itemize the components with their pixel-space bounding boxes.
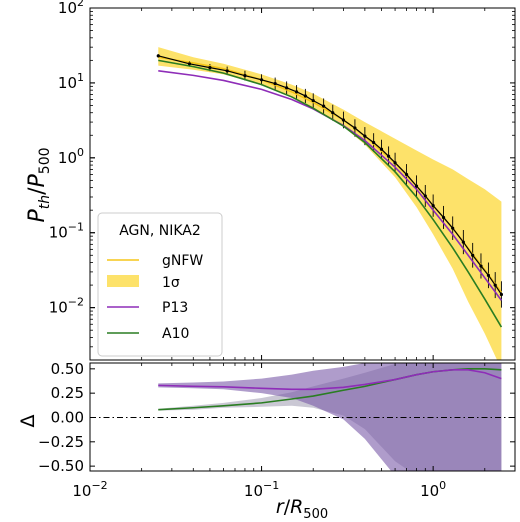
data-point	[294, 90, 299, 94]
x-tick-label: 10−2	[72, 479, 107, 500]
data-point	[461, 240, 465, 244]
data-point	[372, 140, 376, 145]
data-point	[414, 184, 419, 188]
data-point	[259, 78, 264, 82]
svg-text:r/R500: r/R500	[276, 496, 328, 522]
legend-label-1sigma: 1σ	[162, 275, 180, 291]
data-point	[311, 99, 315, 103]
legend-title: AGN, NIKA2	[119, 223, 201, 239]
legend-swatch-1sigma	[107, 275, 139, 287]
line-p13	[158, 70, 503, 301]
data-point	[303, 94, 307, 98]
data-point	[156, 54, 160, 58]
data-point	[451, 226, 455, 230]
data-point	[431, 204, 435, 208]
delta-y-tick-label: 0.25	[51, 384, 84, 402]
bottom-y-axis-title: Δ	[17, 415, 39, 428]
data-point	[493, 283, 497, 287]
data-point	[423, 194, 427, 198]
delta-y-tick-label: 0.50	[51, 360, 84, 378]
delta-y-tick-label: −0.50	[38, 457, 84, 475]
data-point	[187, 62, 192, 66]
x-tick-label: 100	[420, 479, 446, 500]
top-panel-plot-area	[156, 47, 504, 360]
x-tick-label: 10−1	[244, 479, 279, 500]
svg-text:Pth/P500: Pth/P500	[25, 147, 53, 222]
y-tick-label: 10−1	[49, 221, 84, 242]
data-point	[499, 292, 504, 297]
line-a10	[158, 59, 503, 328]
data-point	[479, 264, 483, 268]
deviation-line-p13	[158, 369, 502, 391]
legend: AGN, NIKA2 gNFW 1σ P13 A10	[97, 212, 223, 357]
bottom-panel-plot-area	[90, 363, 515, 471]
data-point	[386, 154, 391, 158]
x-axis-title: r/R500	[276, 496, 328, 522]
legend-label-a10: A10	[162, 326, 189, 342]
data-point	[285, 86, 289, 90]
p13-deviation-band	[158, 363, 502, 471]
data-point	[471, 253, 475, 257]
data-point	[341, 118, 346, 122]
legend-box	[97, 212, 223, 357]
data-profile-line	[158, 55, 502, 295]
data-point	[379, 147, 384, 151]
y-tick-label: 10−2	[49, 296, 84, 317]
axes-layer: 10−2 10−1 100 10−2 10−1 100 101 102 −0.50 −0.25 0.…	[38, 0, 516, 500]
legend-label-p13: P13	[162, 300, 188, 316]
data-point	[486, 273, 491, 277]
data-point	[353, 126, 357, 130]
data-point	[441, 215, 446, 220]
data-point	[322, 104, 326, 108]
data-point	[208, 66, 212, 70]
top-y-axis-title: Pth/P500	[25, 147, 53, 222]
data-point	[273, 81, 277, 86]
data-point	[243, 74, 247, 78]
data-point	[225, 69, 229, 73]
top-panel-frame	[89, 7, 516, 361]
y-tick-label: 100	[58, 146, 84, 167]
y-tick-label: 102	[58, 0, 84, 17]
y-tick-label: 101	[58, 71, 84, 92]
data-point	[393, 161, 397, 165]
data-point	[404, 172, 409, 177]
delta-y-tick-label: −0.25	[38, 433, 84, 451]
data-point	[331, 111, 335, 115]
data-point	[363, 134, 367, 138]
delta-y-tick-label: 0.00	[51, 408, 84, 426]
legend-label-gnfw: gNFW	[162, 253, 203, 269]
